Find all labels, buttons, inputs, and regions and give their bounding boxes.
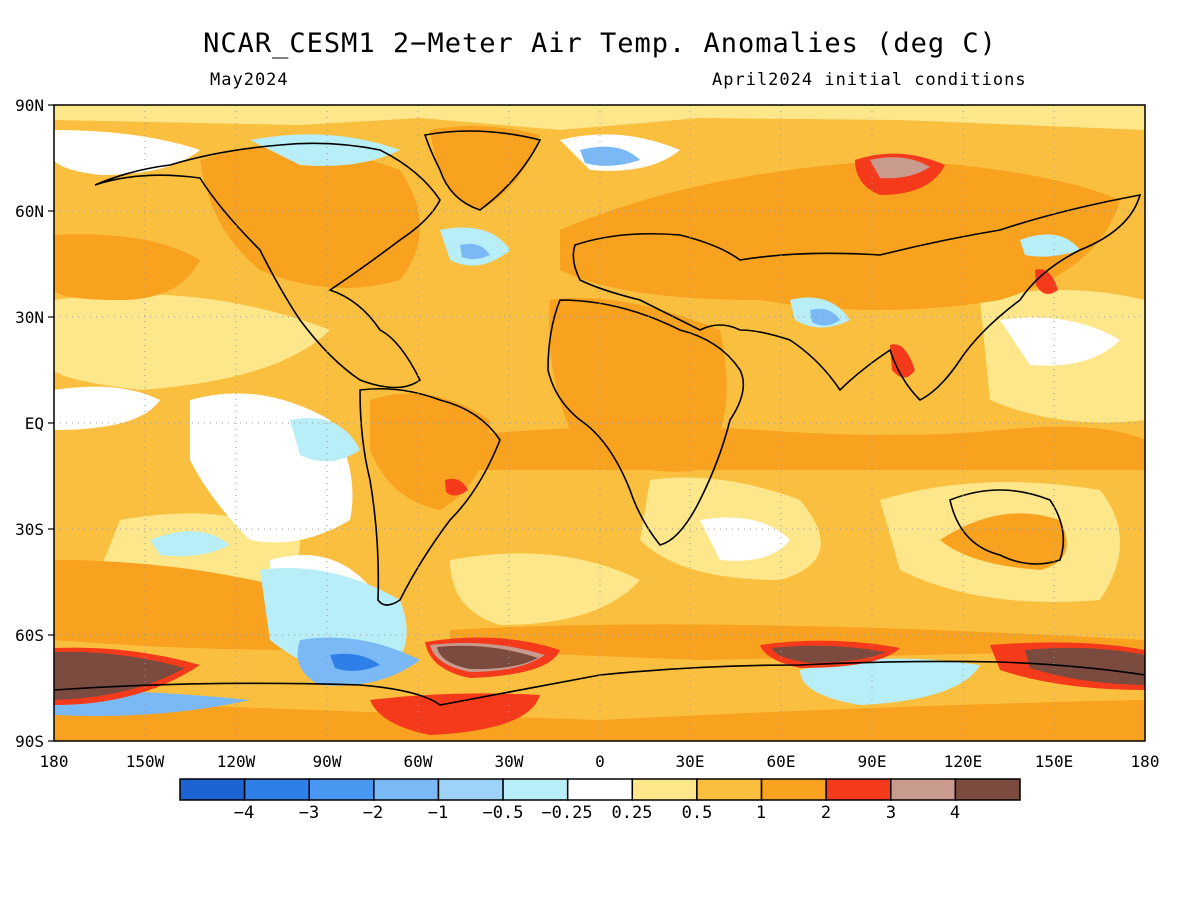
- colorbar-label: 0.5: [681, 803, 713, 823]
- colorbar-label: −1: [427, 803, 449, 823]
- lat-label-90s: 90S: [15, 732, 44, 751]
- colorbar-label: 2: [820, 803, 832, 823]
- colorbar-label: 1: [755, 803, 767, 823]
- colorbar-swatch: [437, 778, 504, 801]
- lon-label-90e: 90E: [857, 752, 887, 771]
- colorbar-swatch: [566, 778, 634, 801]
- colorbar-label: 4: [949, 803, 961, 823]
- colorbar-swatch: [954, 778, 1021, 801]
- forecast-month: May2024: [210, 70, 289, 90]
- lat-label-60s: 60S: [15, 626, 44, 645]
- coastlines: [54, 130, 1145, 706]
- colorbar-swatch: [760, 778, 827, 801]
- colorbar-label: −3: [298, 803, 320, 823]
- anomaly-brown: [54, 645, 1145, 700]
- colorbar-swatch: [696, 778, 763, 801]
- colorbar-swatch: [373, 778, 440, 801]
- lon-label-180w: 180: [39, 752, 69, 771]
- lon-label-30w: 30W: [494, 752, 524, 771]
- colorbar-swatch: [502, 778, 569, 801]
- lon-label-150e: 150E: [1034, 752, 1074, 771]
- map-title: NCAR_CESM1 2−Meter Air Temp. Anomalies (…: [203, 28, 997, 59]
- anomaly-dark-blue: [330, 653, 380, 671]
- lon-label-180e: 180: [1130, 752, 1160, 771]
- lat-label-30n: 30N: [15, 308, 44, 327]
- graticule: [54, 105, 1145, 741]
- colorbar-label: −4: [233, 803, 255, 823]
- lon-label-60e: 60E: [766, 752, 796, 771]
- tick-marks: [48, 104, 54, 742]
- colorbar-swatch: [179, 778, 246, 801]
- lat-label-90n: 90N: [15, 96, 44, 115]
- colorbar-swatch: [631, 778, 698, 801]
- colorbar-label: 0.25: [611, 803, 653, 823]
- colorbar-swatch: [825, 778, 892, 801]
- colorbar-swatch: [308, 778, 375, 801]
- initial-conditions: April2024 initial conditions: [712, 70, 1027, 90]
- lon-label-60w: 60W: [403, 752, 433, 771]
- colorbar-label: −0.5: [482, 803, 524, 823]
- colorbar-label: −0.25: [541, 803, 593, 823]
- lon-label-150w: 150W: [125, 752, 165, 771]
- anomaly-orange: [54, 126, 1145, 741]
- colorbar-label: 3: [885, 803, 897, 823]
- lon-label-0: 0: [595, 752, 605, 771]
- lat-label-30s: 30S: [15, 520, 44, 539]
- lon-label-90w: 90W: [312, 752, 342, 771]
- lat-label-eq: EQ: [24, 414, 44, 433]
- colorbar-swatch: [890, 778, 957, 801]
- colorbar-label: −2: [362, 803, 384, 823]
- lon-label-30e: 30E: [675, 752, 705, 771]
- lat-label-60n: 60N: [15, 202, 44, 221]
- lon-label-120e: 120E: [943, 752, 983, 771]
- colorbar-swatch: [243, 778, 310, 801]
- lon-label-120w: 120W: [216, 752, 256, 771]
